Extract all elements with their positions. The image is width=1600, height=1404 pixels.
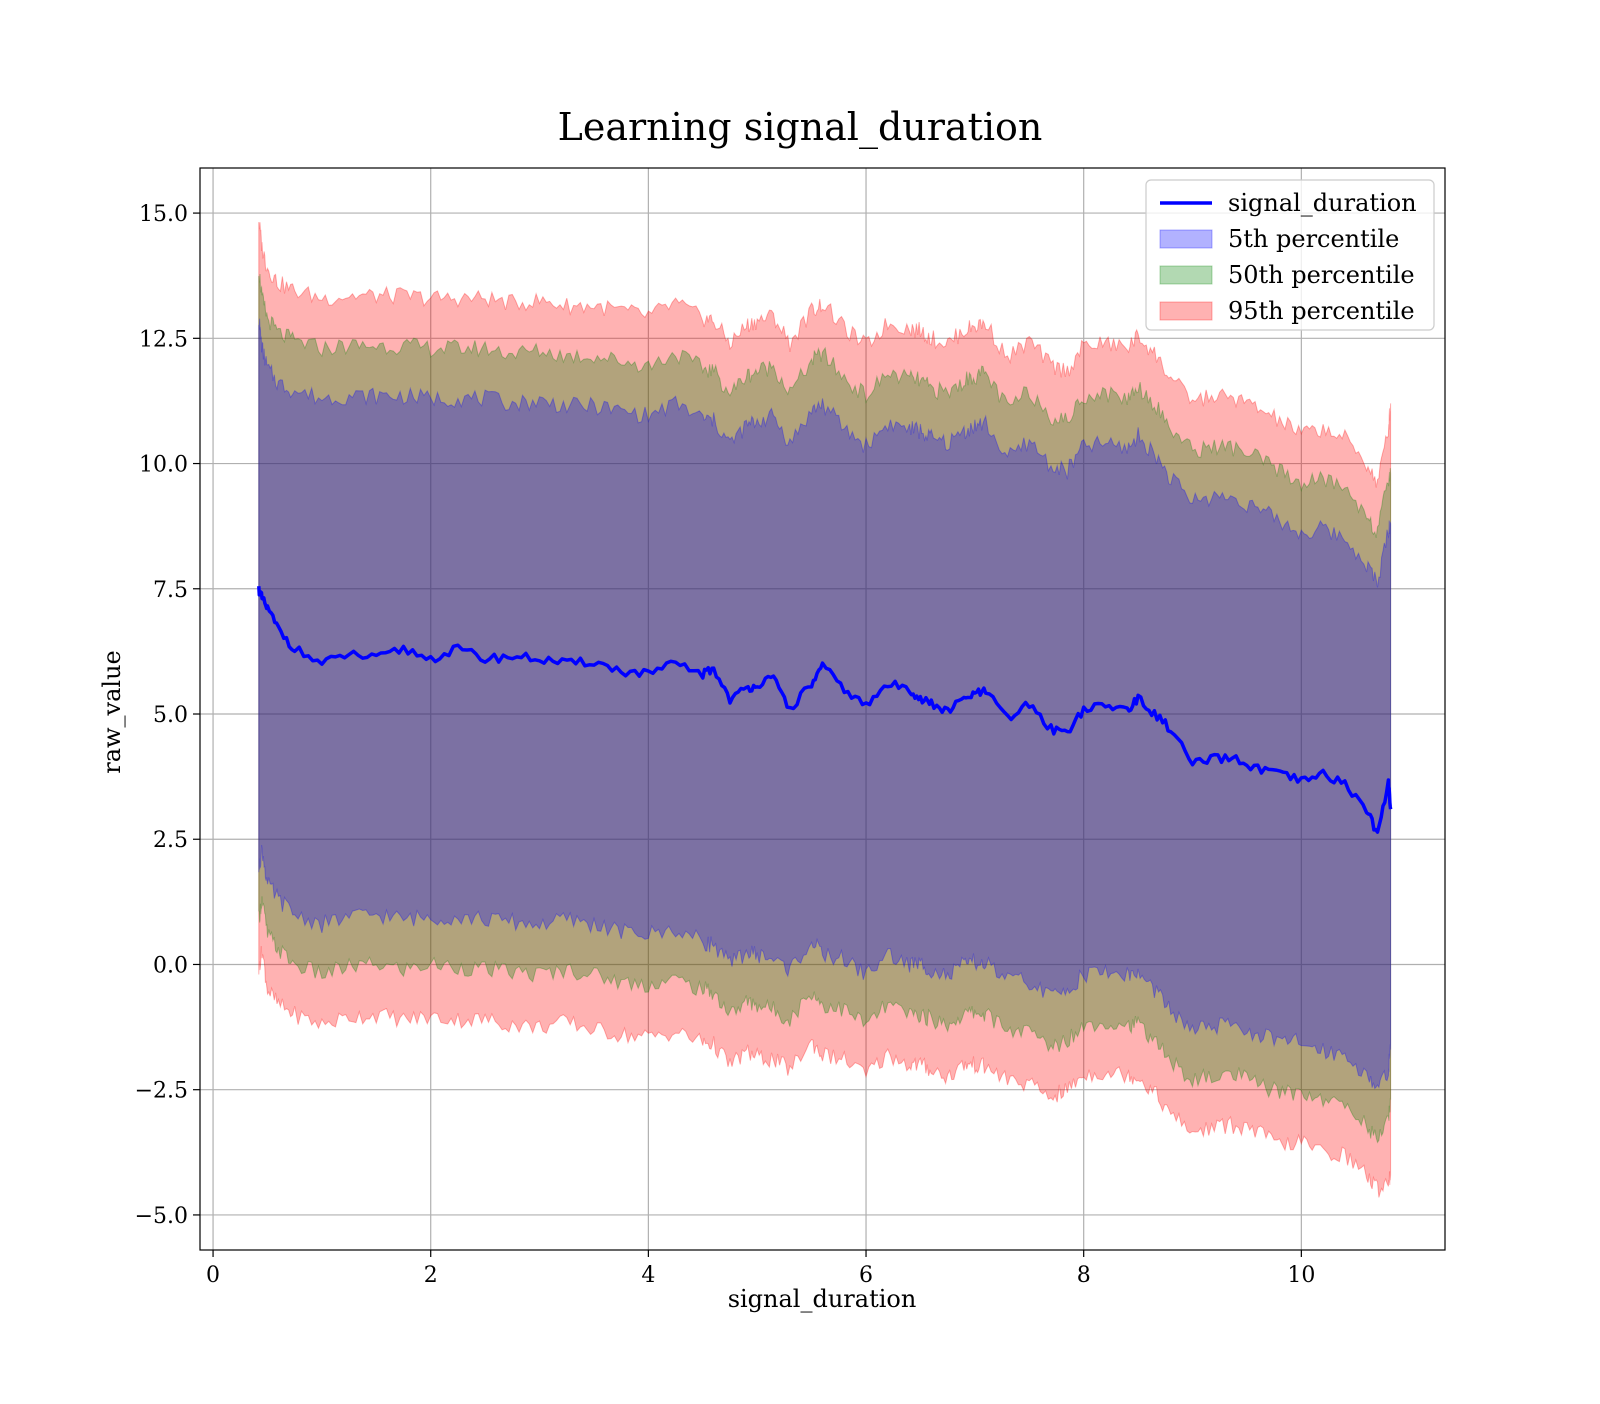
legend-items: signal_duration 5th percentile 50th percen… [1159, 189, 1417, 325]
band-50th-percentile [258, 273, 1392, 1144]
legend-label: 50th percentile [1228, 261, 1415, 289]
band-95th-percentile [258, 221, 1392, 1198]
plot-frame [199, 167, 1446, 1251]
chart-title: Learning signal_duration [558, 105, 1043, 150]
line-layer [257, 586, 1393, 834]
x-tick-label: 0 [206, 1263, 220, 1288]
y-tick-label: 7.5 [153, 578, 188, 603]
legend-swatch-band [1159, 265, 1213, 285]
y-tick-label: 2.5 [153, 828, 188, 853]
legend-frame [1145, 179, 1435, 331]
x-tick-label: 6 [859, 1263, 873, 1288]
x-axis-label: signal_duration [728, 1285, 917, 1313]
legend-swatch-band [1159, 301, 1213, 321]
series-line-signal-duration [257, 586, 1393, 834]
band-layer [258, 221, 1392, 1198]
grid-layer [200, 168, 1445, 1250]
x-tick-label: 10 [1287, 1263, 1315, 1288]
legend-label: 95th percentile [1228, 297, 1415, 325]
x-tick-label: 8 [1077, 1263, 1091, 1288]
y-axis-label: raw_value [98, 650, 126, 774]
y-tick-label: 12.5 [139, 327, 188, 352]
legend-swatch-band [1159, 229, 1213, 249]
y-tick-label: −5.0 [135, 1204, 188, 1229]
legend: signal_duration 5th percentile 50th percen… [1145, 179, 1435, 331]
legend-label: signal_duration [1228, 189, 1417, 217]
band-5th-percentile [258, 318, 1392, 1090]
x-tick-label: 4 [641, 1263, 655, 1288]
legend-label: 5th percentile [1228, 225, 1399, 253]
y-tick-label: 15.0 [139, 202, 188, 227]
y-tick-label: 5.0 [153, 703, 188, 728]
y-axis-ticks: −5.0 −2.5 0.0 2.5 5.0 7.5 10.0 12.5 15.0 [135, 202, 200, 1229]
x-tick-label: 2 [424, 1263, 438, 1288]
y-tick-label: 10.0 [139, 453, 188, 478]
y-tick-label: −2.5 [135, 1079, 188, 1104]
x-axis-ticks: 0 2 4 6 8 10 [206, 1250, 1315, 1288]
y-tick-label: 0.0 [153, 953, 188, 978]
